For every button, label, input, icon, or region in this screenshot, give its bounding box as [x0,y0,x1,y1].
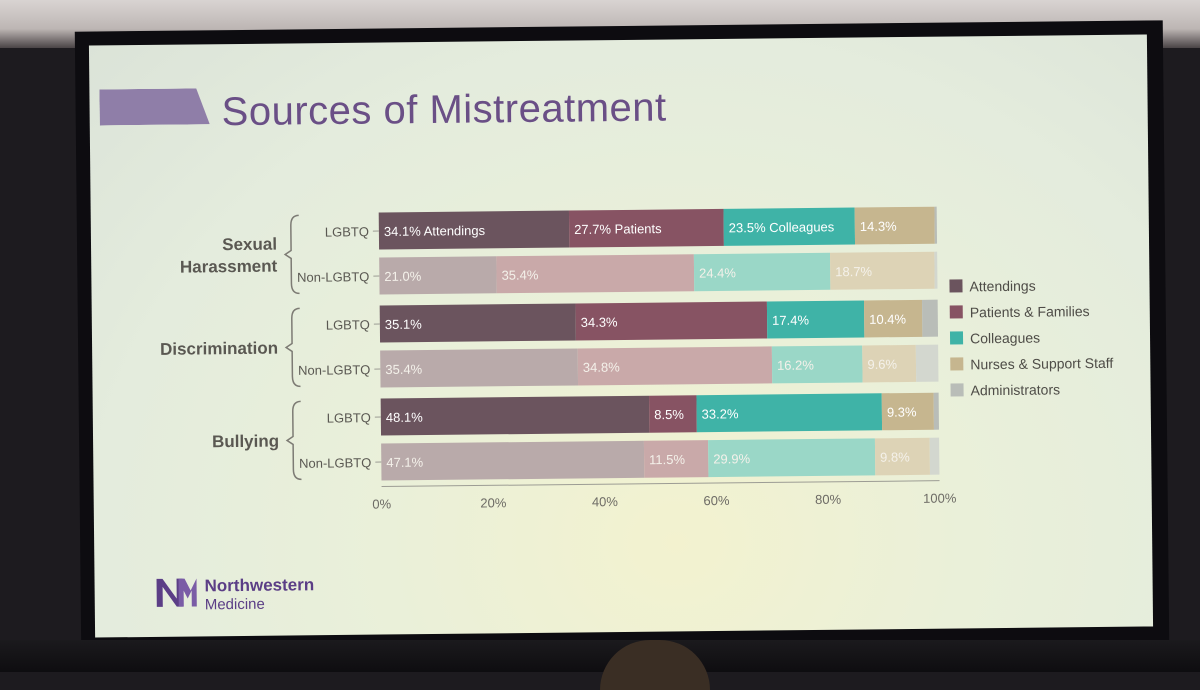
data-label: 48.1% [386,410,423,425]
data-label: 9.3% [887,404,917,419]
legend-label: Colleagues [970,330,1040,347]
bar-segment [934,252,937,289]
data-label: 9.8% [880,449,910,464]
data-label: 10.4% [869,312,906,327]
logo-text-northwestern: Northwestern [204,575,314,596]
legend-swatch [949,279,962,292]
data-label: 27.7% Patients [574,221,662,237]
data-label: 11.5% [649,452,685,467]
data-label: 21.0% [384,269,421,284]
group-label: Bullying [212,432,279,452]
legend-label: Nurses & Support Staff [970,355,1113,372]
legend-swatch [950,331,963,344]
group-label: Discrimination [160,339,278,359]
data-label: 47.1% [386,455,423,470]
x-tick-label: 40% [592,494,619,509]
x-tick-label: 100% [923,490,957,505]
data-label: 35.4% [501,267,538,282]
bar-segment [934,393,939,430]
row-label: Non-LGBTQ [298,362,370,378]
legend-swatch [951,383,964,396]
data-label: 35.4% [385,362,422,377]
legend-label: Administrators [971,381,1061,398]
row-label: LGBTQ [325,224,369,239]
audience-area [0,640,1200,672]
legend-label: Patients & Families [970,303,1090,320]
bar-segment [930,438,940,475]
presentation-slide: Sources of Mistreatment 0%20%40%60%80%10… [89,34,1153,637]
logo-text-medicine: Medicine [205,596,265,614]
data-label: 23.5% Colleagues [729,219,835,235]
data-label: 24.4% [699,265,736,280]
x-tick-label: 0% [372,496,391,511]
data-label: 34.1% Attendings [384,223,486,239]
data-label: 34.3% [581,315,618,330]
data-label: 33.2% [702,406,739,421]
bar-segment [922,300,938,337]
data-label: 16.2% [777,357,814,372]
data-label: 18.7% [835,264,872,279]
northwestern-medicine-logo-icon [154,576,198,608]
data-label: 35.1% [385,317,422,332]
row-label: LGBTQ [326,317,370,332]
group-label: Harassment [180,257,278,277]
data-label: 14.3% [860,219,897,234]
group-label: Sexual [222,235,277,255]
legend-swatch [950,305,963,318]
stacked-bar-chart: 0% 20% 40% 60% 80% 100% 34.1% Attendings 27.7% … [89,34,1153,637]
x-axis-line [382,481,940,487]
x-tick-label: 20% [480,495,507,510]
legend-swatch [950,357,963,370]
data-label: 8.5% [654,407,684,422]
row-label: Non-LGBTQ [299,455,371,471]
data-label: 17.4% [772,313,809,328]
data-label: 34.8% [583,360,620,375]
bar-segment [934,207,937,244]
row-label: Non-LGBTQ [297,269,369,285]
x-tick-label: 60% [703,493,730,508]
x-tick-label: 80% [815,492,842,507]
bar-segment [916,345,939,382]
data-label: 29.9% [713,451,750,466]
row-label: LGBTQ [327,410,371,425]
legend-label: Attendings [969,278,1035,295]
data-label: 9.6% [867,357,897,372]
